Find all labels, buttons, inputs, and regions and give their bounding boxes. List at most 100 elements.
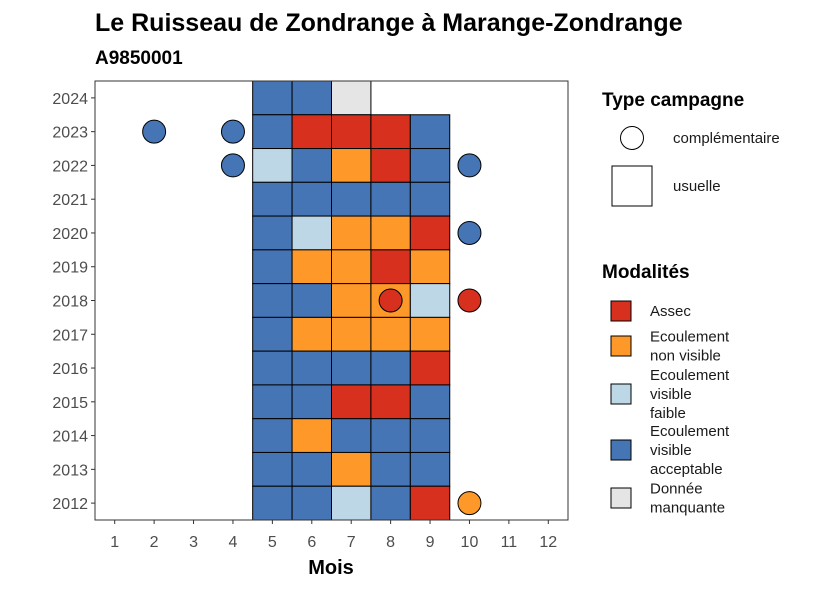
- legend-label-usuelle: usuelle: [673, 178, 721, 195]
- x-axis: 1 2 3 4 5 6 7 8 9 10 11 12: [110, 520, 557, 551]
- x-tick-label-11: 11: [501, 534, 518, 551]
- legend-label-donnee-manquante: Donnée manquante: [650, 481, 725, 517]
- points-layer: [142, 119, 482, 516]
- cell-2020-6: [291, 215, 332, 251]
- legend-swatch-ecoulement-visible-faible: [610, 383, 632, 405]
- legend-key-complementaire: [620, 126, 644, 150]
- y-tick-label-2021: 2021: [52, 192, 88, 209]
- y-tick-label-2013: 2013: [52, 462, 88, 479]
- x-tick-label-5: 5: [268, 534, 277, 551]
- point-2022-4: [220, 153, 245, 178]
- cell-2017-5: [252, 316, 293, 352]
- cell-2021-8: [370, 181, 411, 217]
- cell-2019-6: [291, 249, 332, 285]
- y-tick-label-2018: 2018: [52, 294, 88, 311]
- cell-2012-7: [331, 485, 372, 521]
- x-tick-label-2: 2: [150, 534, 159, 551]
- point-2018-8: [378, 288, 403, 313]
- cell-2022-8: [370, 148, 411, 183]
- legend-swatch-ecoulement-visible-acceptable: [610, 439, 632, 461]
- cell-2013-5: [252, 451, 293, 487]
- y-tick-label-2016: 2016: [52, 361, 88, 378]
- cell-2020-7: [331, 215, 372, 251]
- legend: Type campagne complémentaire usuelle Moda…: [602, 90, 780, 517]
- chart-subtitle: A9850001: [95, 48, 183, 69]
- cell-2013-9: [409, 451, 451, 487]
- cell-2015-8: [370, 384, 411, 420]
- cell-2015-7: [331, 384, 372, 420]
- cell-2019-5: [252, 249, 293, 285]
- cell-2014-6: [291, 418, 332, 453]
- cell-2024-6: [291, 80, 332, 116]
- cell-2021-6: [291, 181, 332, 217]
- cell-2022-9: [409, 148, 451, 183]
- y-tick-label-2022: 2022: [52, 158, 88, 175]
- cell-2016-5: [252, 350, 293, 386]
- cell-2017-9: [409, 316, 451, 352]
- y-tick-label-2015: 2015: [52, 395, 88, 412]
- cell-2012-8: [370, 485, 411, 521]
- cell-2016-6: [291, 350, 332, 386]
- y-tick-label-2017: 2017: [52, 327, 88, 344]
- legend-campagne-title: Type campagne: [602, 90, 744, 111]
- y-tick-label-2012: 2012: [52, 496, 88, 513]
- point-2018-10: [457, 288, 482, 313]
- cell-2013-7: [331, 451, 372, 487]
- cell-2017-6: [291, 316, 332, 352]
- legend-swatch-ecoulement-non-visible: [610, 335, 632, 357]
- x-tick-label-1: 1: [110, 534, 119, 551]
- legend-swatch-donnee-manquante: [610, 487, 632, 509]
- x-tick-label-9: 9: [426, 534, 435, 551]
- cell-2017-8: [370, 316, 411, 352]
- legend-modalites-title: Modalités: [602, 262, 690, 283]
- y-tick-label-2014: 2014: [52, 429, 88, 446]
- cell-2023-6: [291, 114, 332, 150]
- cell-2016-7: [331, 350, 372, 386]
- cell-2014-7: [331, 418, 372, 453]
- cell-2021-5: [252, 181, 293, 217]
- legend-label-assec: Assec: [650, 303, 691, 320]
- x-tick-label-8: 8: [386, 534, 395, 551]
- cell-2014-8: [370, 418, 411, 453]
- cell-2015-5: [252, 384, 293, 420]
- cell-2018-7: [331, 283, 372, 318]
- cell-2023-9: [409, 114, 451, 150]
- cell-2022-7: [331, 148, 372, 183]
- legend-label-ecoulement-visible-faible: Ecoulement visible faible: [650, 367, 730, 422]
- cell-2016-9: [409, 350, 451, 386]
- point-2022-10: [457, 153, 482, 178]
- cell-2023-5: [252, 114, 293, 150]
- cell-2018-9: [409, 283, 451, 318]
- cell-2023-8: [370, 114, 411, 150]
- x-tick-label-4: 4: [229, 534, 238, 551]
- cell-2020-5: [252, 215, 293, 251]
- point-2012-10: [457, 491, 482, 516]
- cell-2022-6: [291, 148, 332, 183]
- x-tick-label-7: 7: [347, 534, 356, 551]
- cell-2018-6: [291, 283, 332, 318]
- cell-2024-7: [331, 80, 372, 116]
- cell-2021-9: [409, 181, 451, 217]
- y-tick-label-2020: 2020: [52, 226, 88, 243]
- cell-2013-8: [370, 451, 411, 487]
- cell-2014-9: [409, 418, 451, 453]
- legend-campagne-items: complémentaire usuelle: [611, 126, 780, 207]
- point-2023-4: [220, 119, 245, 144]
- point-2023-2: [142, 119, 167, 144]
- x-tick-label-12: 12: [539, 534, 557, 551]
- cell-2020-8: [370, 215, 411, 251]
- cell-2012-5: [252, 485, 293, 521]
- cell-2021-7: [331, 181, 372, 217]
- legend-label-ecoulement-visible-acceptable: Ecoulement visible acceptable: [650, 423, 730, 478]
- cell-2014-5: [252, 418, 293, 453]
- legend-key-usuelle: [611, 165, 653, 207]
- y-tick-label-2024: 2024: [52, 91, 88, 108]
- cell-2022-5: [252, 148, 293, 183]
- cell-2017-7: [331, 316, 372, 352]
- y-tick-label-2019: 2019: [52, 260, 88, 277]
- cell-2019-8: [370, 249, 411, 285]
- cell-2018-5: [252, 283, 293, 318]
- x-tick-label-10: 10: [461, 534, 479, 551]
